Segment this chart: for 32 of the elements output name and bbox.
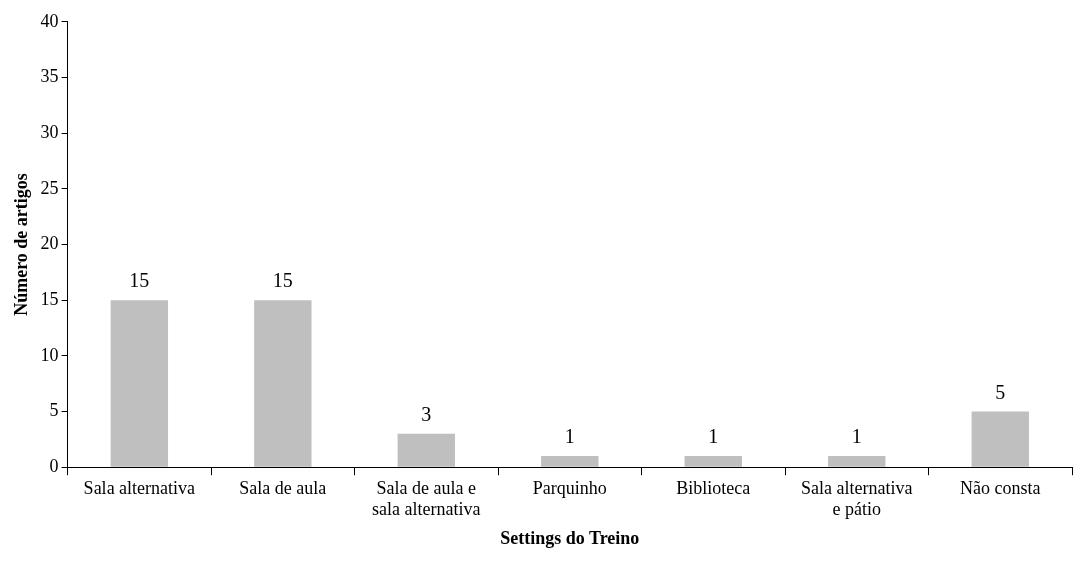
y-tick-label: 35 [40, 66, 59, 87]
x-tick-label: Sala de aula e sala alternativa [372, 477, 481, 520]
y-tick-label: 10 [40, 344, 59, 365]
bar [684, 456, 742, 467]
data-label: 15 [129, 269, 150, 292]
data-label: 5 [995, 380, 1006, 403]
y-tick-label: 15 [40, 288, 59, 309]
bar [541, 456, 599, 467]
data-label: 1 [708, 425, 719, 448]
y-tick-label: 30 [40, 121, 59, 142]
y-tick-label: 0 [49, 455, 59, 476]
x-tick-label: Não consta [960, 477, 1041, 498]
data-label: 15 [272, 269, 293, 292]
x-axis-title: Settings do Treino [500, 527, 640, 548]
data-label: 3 [421, 403, 432, 426]
x-tick-label: Sala alternativa [83, 477, 196, 498]
x-tick-label: Sala de aula [239, 477, 327, 498]
x-tick-label: Sala alternativa e pátio [801, 477, 913, 520]
y-tick-label: 5 [49, 400, 59, 421]
bar [971, 411, 1029, 467]
bar [828, 456, 886, 467]
x-tick-label: Biblioteca [676, 477, 751, 498]
y-tick-label: 25 [40, 177, 59, 198]
bar [397, 433, 456, 467]
x-tick-label: Parquinho [532, 477, 607, 498]
data-label: 1 [564, 425, 575, 448]
bar [254, 300, 312, 467]
y-tick-label: 20 [40, 233, 59, 254]
data-label: 1 [851, 425, 862, 448]
bar [110, 300, 169, 467]
y-axis-title: Número de artigos [11, 173, 32, 316]
y-tick-label: 40 [40, 10, 59, 31]
